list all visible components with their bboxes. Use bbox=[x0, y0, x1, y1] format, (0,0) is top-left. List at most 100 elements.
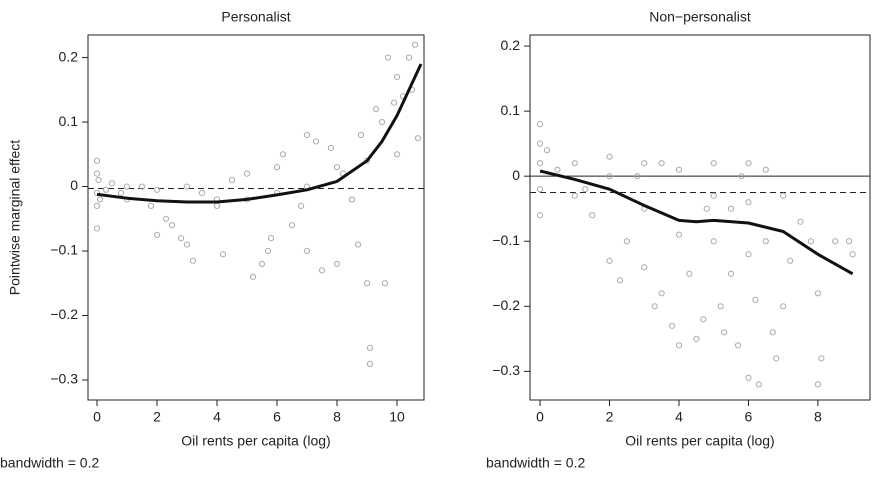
scatter-point bbox=[366, 344, 374, 351]
scatter-point bbox=[93, 202, 101, 209]
smooth-line bbox=[539, 169, 854, 276]
scatter-point bbox=[634, 173, 641, 180]
scatter-point bbox=[738, 173, 745, 180]
scatter-point bbox=[93, 225, 101, 232]
scatter-point bbox=[849, 251, 856, 258]
scatter-point bbox=[384, 54, 392, 61]
y-tick-label: −0.1 bbox=[492, 232, 520, 248]
scatter-point bbox=[198, 189, 206, 197]
note: bandwidth = 0.2 bbox=[486, 455, 585, 471]
scatter-point bbox=[102, 186, 110, 193]
scatter-point bbox=[710, 192, 717, 199]
scatter-point bbox=[162, 215, 170, 222]
scatter-point bbox=[745, 374, 752, 381]
smooth-line bbox=[96, 63, 423, 204]
y-tick-label: 0.2 bbox=[59, 48, 79, 64]
x-tick-label: 8 bbox=[333, 409, 341, 425]
scatter-point bbox=[686, 270, 693, 277]
panel-title: Non−personalist bbox=[649, 9, 751, 25]
x-tick-label: 6 bbox=[273, 409, 281, 425]
scatter-point bbox=[378, 118, 386, 126]
scatter-point bbox=[219, 251, 227, 258]
scatter-point bbox=[183, 241, 191, 248]
scatter-point bbox=[348, 196, 356, 203]
x-tick-label: 0 bbox=[93, 409, 101, 425]
scatter-point bbox=[703, 205, 710, 212]
scatter-point bbox=[393, 151, 401, 158]
scatter-point bbox=[606, 153, 613, 160]
scatter-point bbox=[641, 160, 648, 167]
scatter-point bbox=[381, 280, 389, 287]
scatter-point bbox=[832, 238, 839, 245]
x-tick-label: 0 bbox=[536, 409, 544, 425]
scatter-point bbox=[279, 151, 287, 158]
scatter-point bbox=[327, 144, 335, 151]
scatter-point bbox=[357, 131, 365, 139]
x-tick-label: 4 bbox=[213, 409, 221, 425]
scatter-point bbox=[536, 186, 544, 193]
scatter-point bbox=[745, 160, 752, 167]
scatter-point bbox=[153, 231, 161, 239]
x-tick-label: 2 bbox=[153, 409, 161, 425]
scatter-point bbox=[372, 106, 380, 113]
scatter-point bbox=[264, 247, 272, 255]
scatter-point bbox=[95, 176, 102, 184]
scatter-point bbox=[312, 138, 320, 145]
x-axis-label: Oil rents per capita (log) bbox=[625, 433, 774, 449]
x-tick-label: 6 bbox=[745, 409, 753, 425]
scatter-point bbox=[755, 381, 762, 388]
scatter-point bbox=[721, 329, 728, 336]
y-tick-label: −0.1 bbox=[50, 242, 78, 258]
scatter-point bbox=[668, 322, 676, 329]
scatter-point bbox=[354, 241, 362, 248]
scatter-point bbox=[780, 192, 787, 199]
scatter-point bbox=[773, 355, 780, 362]
scatter-point bbox=[606, 257, 613, 264]
scatter-point bbox=[616, 277, 624, 284]
scatter-point bbox=[787, 257, 794, 264]
scatter-point bbox=[189, 257, 197, 264]
scatter-point bbox=[641, 264, 648, 271]
scatter-point bbox=[745, 199, 752, 206]
scatter-point bbox=[846, 238, 853, 245]
y-tick-label: 0.1 bbox=[501, 102, 521, 118]
scatter-point bbox=[536, 140, 544, 147]
scatter-point bbox=[393, 73, 401, 81]
x-tick-label: 10 bbox=[389, 409, 405, 425]
y-tick-label: 0 bbox=[70, 177, 78, 193]
scatter-point bbox=[183, 183, 191, 190]
x-tick-label: 4 bbox=[675, 409, 683, 425]
scatter-point bbox=[333, 260, 341, 268]
y-tick-label: 0.1 bbox=[59, 113, 79, 129]
scatter-point bbox=[797, 218, 804, 225]
scatter-point bbox=[168, 222, 176, 229]
scatter-point bbox=[675, 231, 683, 238]
scatter-point bbox=[727, 270, 735, 277]
x-tick-label: 8 bbox=[814, 409, 822, 425]
scatter-point bbox=[769, 329, 776, 336]
scatter-point bbox=[177, 235, 185, 242]
scatter-point bbox=[606, 173, 613, 180]
scatter-point bbox=[700, 316, 707, 323]
scatter-point bbox=[366, 360, 374, 367]
scatter-point bbox=[303, 247, 311, 255]
scatter-point bbox=[717, 303, 724, 310]
note: bandwidth = 0.2 bbox=[0, 455, 99, 471]
scatter-point bbox=[623, 238, 630, 245]
scatter-point bbox=[571, 160, 578, 167]
scatter-point bbox=[752, 296, 759, 303]
scatter-point bbox=[273, 164, 281, 171]
scatter-point bbox=[117, 189, 125, 197]
scatter-point bbox=[658, 290, 665, 297]
scatter-point bbox=[543, 147, 551, 154]
scatter-point bbox=[582, 186, 589, 193]
scatter-point bbox=[536, 212, 544, 219]
scatter-point bbox=[745, 251, 752, 258]
scatter-point bbox=[108, 180, 116, 187]
scatter-point bbox=[710, 160, 717, 167]
scatter-point bbox=[693, 335, 700, 342]
scatter-point bbox=[93, 157, 101, 164]
scatter-point bbox=[243, 170, 251, 177]
x-axis-label: Oil rents per capita (log) bbox=[181, 433, 330, 449]
